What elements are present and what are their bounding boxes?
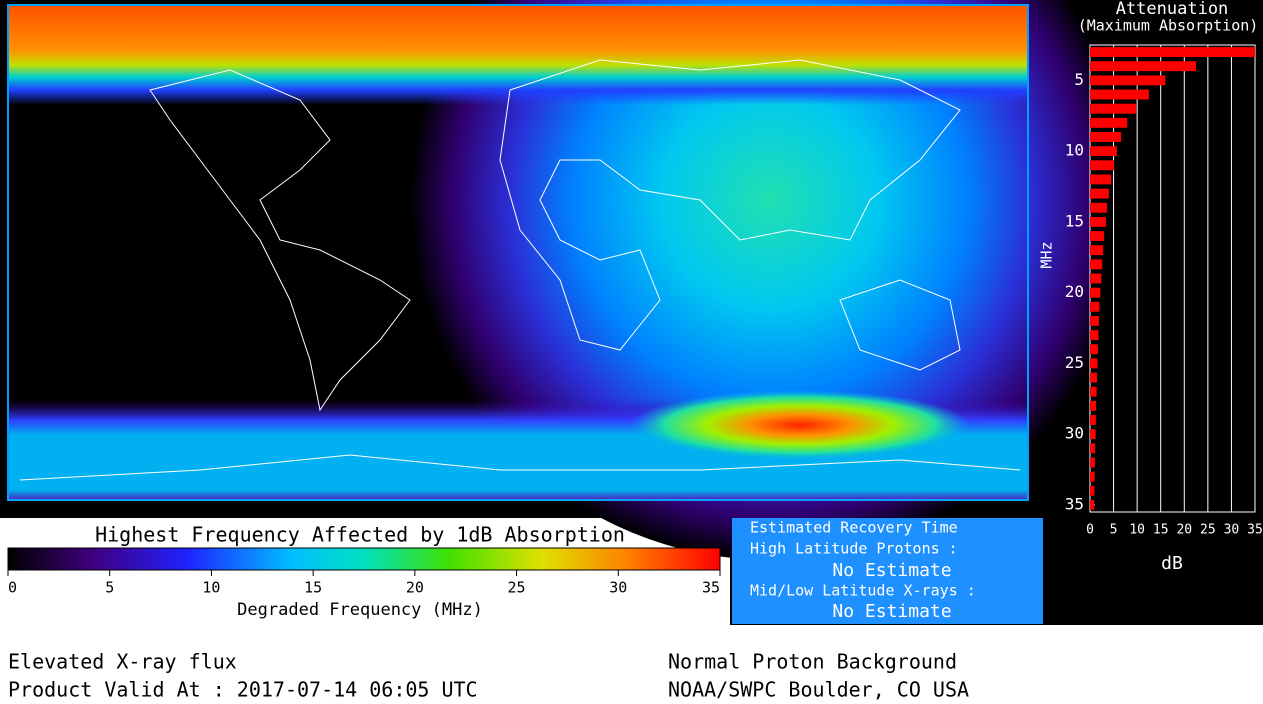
bar bbox=[1090, 103, 1137, 114]
bar bbox=[1090, 316, 1099, 326]
bar bbox=[1090, 499, 1095, 510]
bar bbox=[1090, 273, 1102, 284]
x-tick-label: 10 bbox=[1129, 523, 1145, 538]
bar bbox=[1090, 400, 1097, 411]
recovery-value: No Estimate bbox=[832, 560, 951, 581]
bar bbox=[1090, 386, 1097, 397]
colorbar-tick-label: 35 bbox=[702, 579, 720, 597]
y-tick-label: 35 bbox=[1065, 494, 1084, 513]
absorption-peak bbox=[630, 390, 970, 460]
y-tick-label: 20 bbox=[1065, 282, 1084, 301]
colorbar-label: Degraded Frequency (MHz) bbox=[237, 600, 483, 620]
bar bbox=[1090, 344, 1099, 355]
bar bbox=[1090, 358, 1098, 369]
x-tick-label: 20 bbox=[1176, 523, 1192, 538]
colorbar-tick-label: 30 bbox=[609, 579, 627, 597]
attenuation-subtitle: (Maximum Absorption) bbox=[1078, 17, 1259, 35]
bar bbox=[1090, 231, 1105, 241]
footer-text: NOAA/SWPC Boulder, CO USA bbox=[668, 678, 969, 702]
plot-area bbox=[1089, 44, 1256, 513]
x-tick-label: 30 bbox=[1224, 523, 1240, 538]
bar bbox=[1090, 132, 1122, 142]
colorbar-tick-label: 10 bbox=[202, 579, 220, 597]
bar bbox=[1090, 202, 1107, 213]
bar bbox=[1090, 188, 1109, 199]
bar bbox=[1090, 216, 1107, 227]
x-tick-label: 0 bbox=[1086, 523, 1094, 538]
bar bbox=[1090, 146, 1117, 157]
bar bbox=[1090, 117, 1128, 128]
x-tick-label: 5 bbox=[1110, 523, 1118, 538]
x-tick-label: 35 bbox=[1247, 523, 1263, 538]
x-tick-label: 15 bbox=[1153, 523, 1169, 538]
bar bbox=[1090, 47, 1255, 58]
bar bbox=[1090, 61, 1197, 72]
x-tick-label: 25 bbox=[1200, 523, 1216, 538]
footer-text: Normal Proton Background bbox=[668, 650, 957, 674]
bar bbox=[1090, 160, 1115, 171]
bar bbox=[1090, 443, 1096, 454]
bar bbox=[1090, 174, 1112, 185]
coastlines bbox=[19, 59, 1021, 481]
bar bbox=[1090, 245, 1104, 256]
bar bbox=[1090, 415, 1096, 425]
colorbar-tick-label: 20 bbox=[406, 579, 424, 597]
colorbar-title: Highest Frequency Affected by 1dB Absorp… bbox=[95, 523, 625, 547]
map bbox=[7, 0, 1130, 560]
north-polar-cap bbox=[8, 5, 1028, 105]
recovery-label: High Latitude Protons : bbox=[750, 540, 958, 558]
bar bbox=[1090, 372, 1098, 383]
bar bbox=[1090, 457, 1095, 468]
recovery-background bbox=[732, 518, 1043, 624]
bar bbox=[1090, 429, 1096, 440]
colorbar-tick-label: 5 bbox=[105, 579, 114, 597]
colorbar-tick-label: 0 bbox=[8, 579, 17, 597]
colorbar-tick-label: 15 bbox=[304, 579, 322, 597]
x-axis-title: dB bbox=[1161, 553, 1183, 574]
footer-text: Product Valid At : 2017-07-14 06:05 UTC bbox=[8, 678, 478, 702]
y-tick-label: 25 bbox=[1065, 353, 1084, 372]
y-tick-label: 30 bbox=[1065, 424, 1084, 443]
recovery-box: Estimated Recovery Time High Latitude Pr… bbox=[732, 518, 1043, 624]
colorbar bbox=[7, 547, 721, 571]
bar bbox=[1090, 471, 1095, 482]
recovery-value: No Estimate bbox=[832, 601, 951, 622]
attenuation-title: Attenuation bbox=[1116, 0, 1229, 19]
y-tick-label: 5 bbox=[1074, 70, 1084, 89]
bar bbox=[1090, 259, 1103, 270]
footer-text: Elevated X-ray flux bbox=[8, 650, 237, 674]
bar bbox=[1090, 89, 1149, 100]
bar bbox=[1090, 485, 1095, 496]
bar bbox=[1090, 330, 1099, 341]
recovery-label: Mid/Low Latitude X-rays : bbox=[750, 582, 976, 600]
colorbar-tick-label: 25 bbox=[508, 579, 526, 597]
bar bbox=[1090, 287, 1101, 298]
map-frame bbox=[7, 4, 1029, 501]
colorbar-panel bbox=[0, 518, 730, 625]
recovery-title: Estimated Recovery Time bbox=[750, 519, 958, 537]
bar bbox=[1090, 75, 1166, 86]
y-tick-label: 15 bbox=[1065, 211, 1084, 230]
bar bbox=[1090, 301, 1100, 312]
y-axis-title: MHz bbox=[1038, 241, 1056, 268]
y-tick-label: 10 bbox=[1065, 141, 1084, 160]
